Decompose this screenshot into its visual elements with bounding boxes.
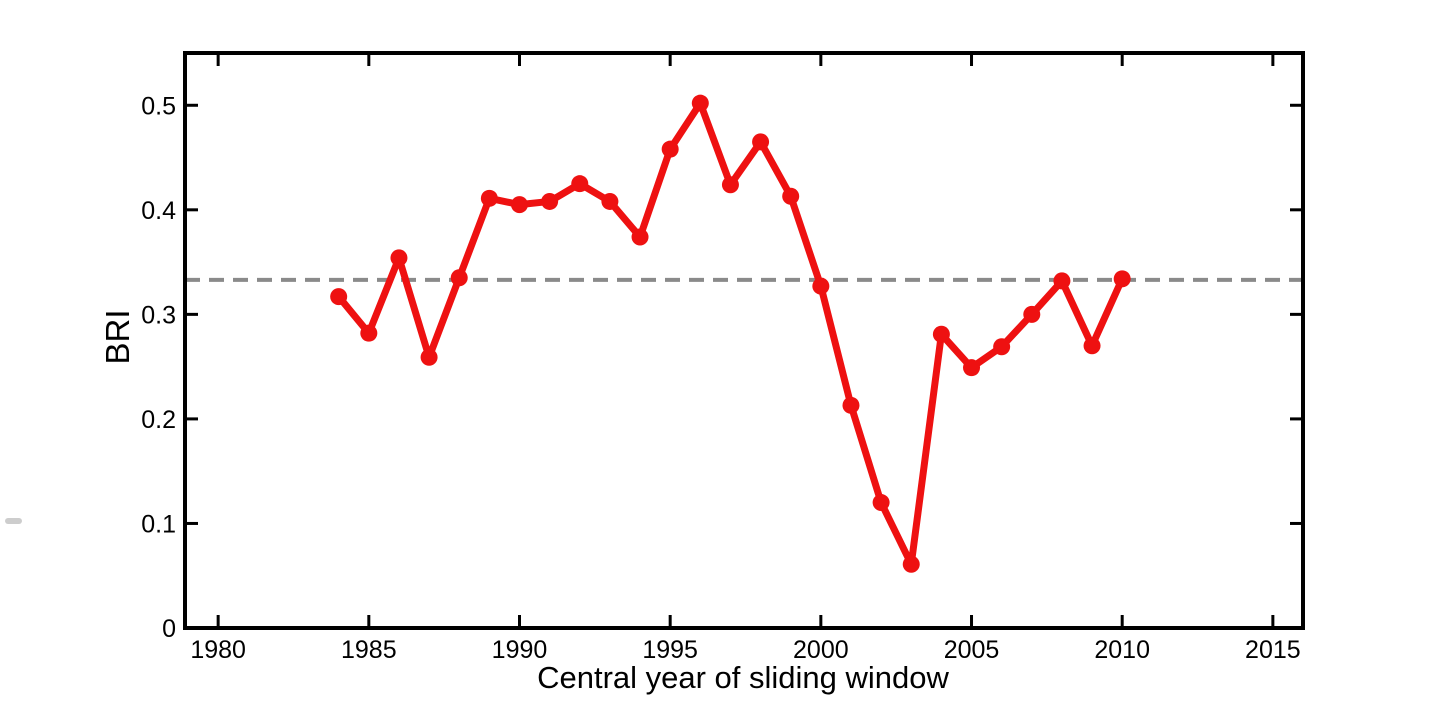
y-axis-label: BRI [99,309,136,365]
stray-artifact-mark [5,518,22,524]
data-point-1999 [782,187,800,205]
x-tick-label: 2005 [944,636,1000,664]
x-axis-label: Central year of sliding window [537,660,949,695]
x-tick-label: 1995 [642,636,698,664]
data-point-2010 [1113,270,1131,288]
series-line [335,99,1126,568]
data-point-1988 [450,269,468,287]
data-point-1989 [480,189,498,207]
y-tick-label: 0.1 [141,510,176,538]
data-point-2008 [1053,272,1071,290]
tick-marks [185,53,1303,630]
y-tick-label: 0.5 [141,92,176,120]
x-tick-label: 2010 [1094,636,1150,664]
data-point-2002 [872,494,890,512]
data-point-1992 [571,175,589,193]
data-point-1993 [601,192,619,210]
x-tick-label: 1980 [190,636,246,664]
data-point-2005 [963,359,981,377]
data-point-1985 [360,324,378,342]
data-point-2000 [812,277,830,295]
y-tick-label: 0.4 [141,197,176,225]
tick-labels: 1980 1985 1990 1995 2000 2005 2010 2015 0 0.1 0.2 0… [141,92,1300,664]
data-point-1984 [330,288,348,306]
plot-box [183,51,1305,630]
data-point-2001 [842,396,860,414]
data-point-1994 [631,228,649,246]
data-point-1998 [752,133,770,151]
data-point-2007 [1023,305,1041,323]
data-point-2009 [1083,337,1101,355]
data-point-1995 [661,140,679,158]
data-point-1986 [390,249,408,267]
data-point-2006 [993,338,1011,356]
data-point-2004 [932,325,950,343]
data-point-1990 [510,196,528,214]
data-point-1996 [691,94,709,112]
data-point-1991 [541,192,559,210]
data-point-1997 [721,176,739,194]
data-point-2003 [902,555,920,573]
y-tick-label: 0.3 [141,301,176,329]
x-tick-label: 2000 [793,636,849,664]
x-tick-label: 2015 [1245,636,1301,664]
y-tick-label: 0 [162,615,176,643]
x-tick-label: 1990 [492,636,548,664]
y-tick-label: 0.2 [141,406,176,434]
series-markers [330,94,1131,573]
x-tick-label: 1985 [341,636,397,664]
data-point-1987 [420,348,438,366]
